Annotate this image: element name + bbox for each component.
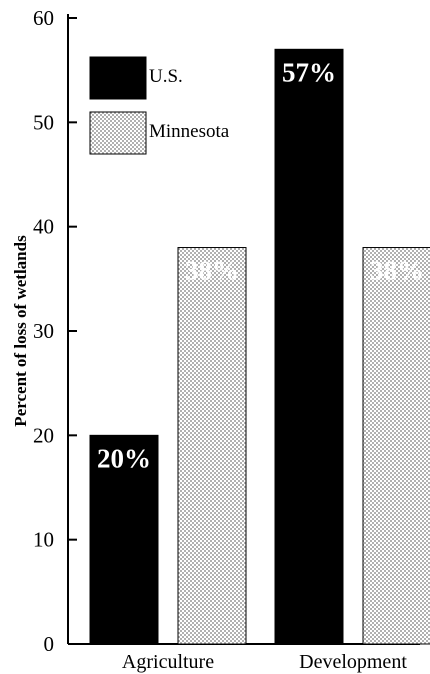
bar-development-1 xyxy=(362,247,430,645)
bar-development-0 xyxy=(274,48,344,645)
bar-agriculture-0 xyxy=(89,434,159,645)
legend-label: U.S. xyxy=(149,66,183,87)
y-tick-label: 60 xyxy=(33,6,54,30)
x-category-label: Agriculture xyxy=(122,651,214,673)
bar-agriculture-1 xyxy=(177,247,247,645)
x-category-label: Development xyxy=(299,651,407,673)
bar-data-label: 38% xyxy=(370,256,424,286)
bar-data-label: 57% xyxy=(282,57,336,87)
legend-swatch xyxy=(89,111,147,155)
y-tick-label: 20 xyxy=(33,423,54,447)
y-tick-label: 40 xyxy=(33,215,54,239)
y-tick-label: 50 xyxy=(33,110,54,134)
y-tick-label: 10 xyxy=(33,528,54,552)
y-tick-label: 0 xyxy=(44,632,55,656)
legend-swatch xyxy=(89,56,147,100)
y-axis-label: Percent of loss of wetlands xyxy=(11,235,30,427)
bar-data-label: 20% xyxy=(97,443,151,473)
legend-label: Minnesota xyxy=(149,121,230,142)
legend: U.S. Minnesota xyxy=(89,56,230,155)
bar-data-label: 38% xyxy=(185,256,239,286)
bars-group: 20% 38% Agriculture 57% 38% Development xyxy=(89,48,430,673)
y-tick-label: 30 xyxy=(33,319,54,343)
